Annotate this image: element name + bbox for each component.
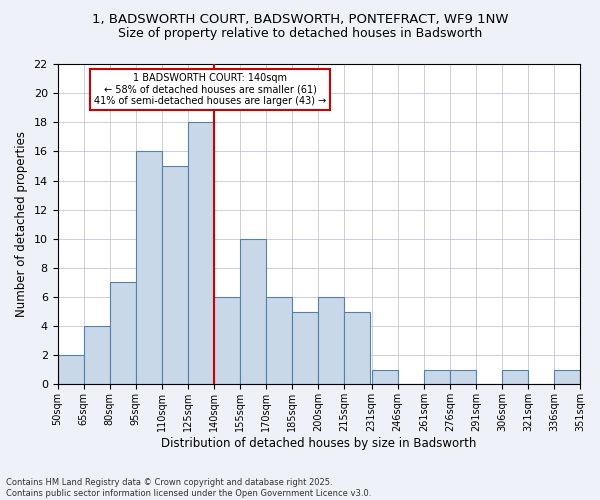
- Bar: [424, 370, 450, 384]
- Bar: [240, 239, 266, 384]
- Bar: [188, 122, 214, 384]
- Bar: [372, 370, 398, 384]
- Bar: [292, 312, 318, 384]
- Text: 1, BADSWORTH COURT, BADSWORTH, PONTEFRACT, WF9 1NW: 1, BADSWORTH COURT, BADSWORTH, PONTEFRAC…: [92, 12, 508, 26]
- Text: 1 BADSWORTH COURT: 140sqm
← 58% of detached houses are smaller (61)
41% of semi-: 1 BADSWORTH COURT: 140sqm ← 58% of detac…: [94, 72, 326, 106]
- Bar: [83, 326, 110, 384]
- Y-axis label: Number of detached properties: Number of detached properties: [15, 131, 28, 317]
- Bar: [58, 356, 83, 384]
- Bar: [136, 152, 161, 384]
- Bar: [161, 166, 188, 384]
- Text: Size of property relative to detached houses in Badsworth: Size of property relative to detached ho…: [118, 28, 482, 40]
- Bar: [450, 370, 476, 384]
- Bar: [502, 370, 528, 384]
- Bar: [266, 297, 292, 384]
- Bar: [110, 282, 136, 384]
- X-axis label: Distribution of detached houses by size in Badsworth: Distribution of detached houses by size …: [161, 437, 476, 450]
- Bar: [318, 297, 344, 384]
- Bar: [214, 297, 240, 384]
- Text: Contains HM Land Registry data © Crown copyright and database right 2025.
Contai: Contains HM Land Registry data © Crown c…: [6, 478, 371, 498]
- Bar: [344, 312, 370, 384]
- Bar: [554, 370, 580, 384]
